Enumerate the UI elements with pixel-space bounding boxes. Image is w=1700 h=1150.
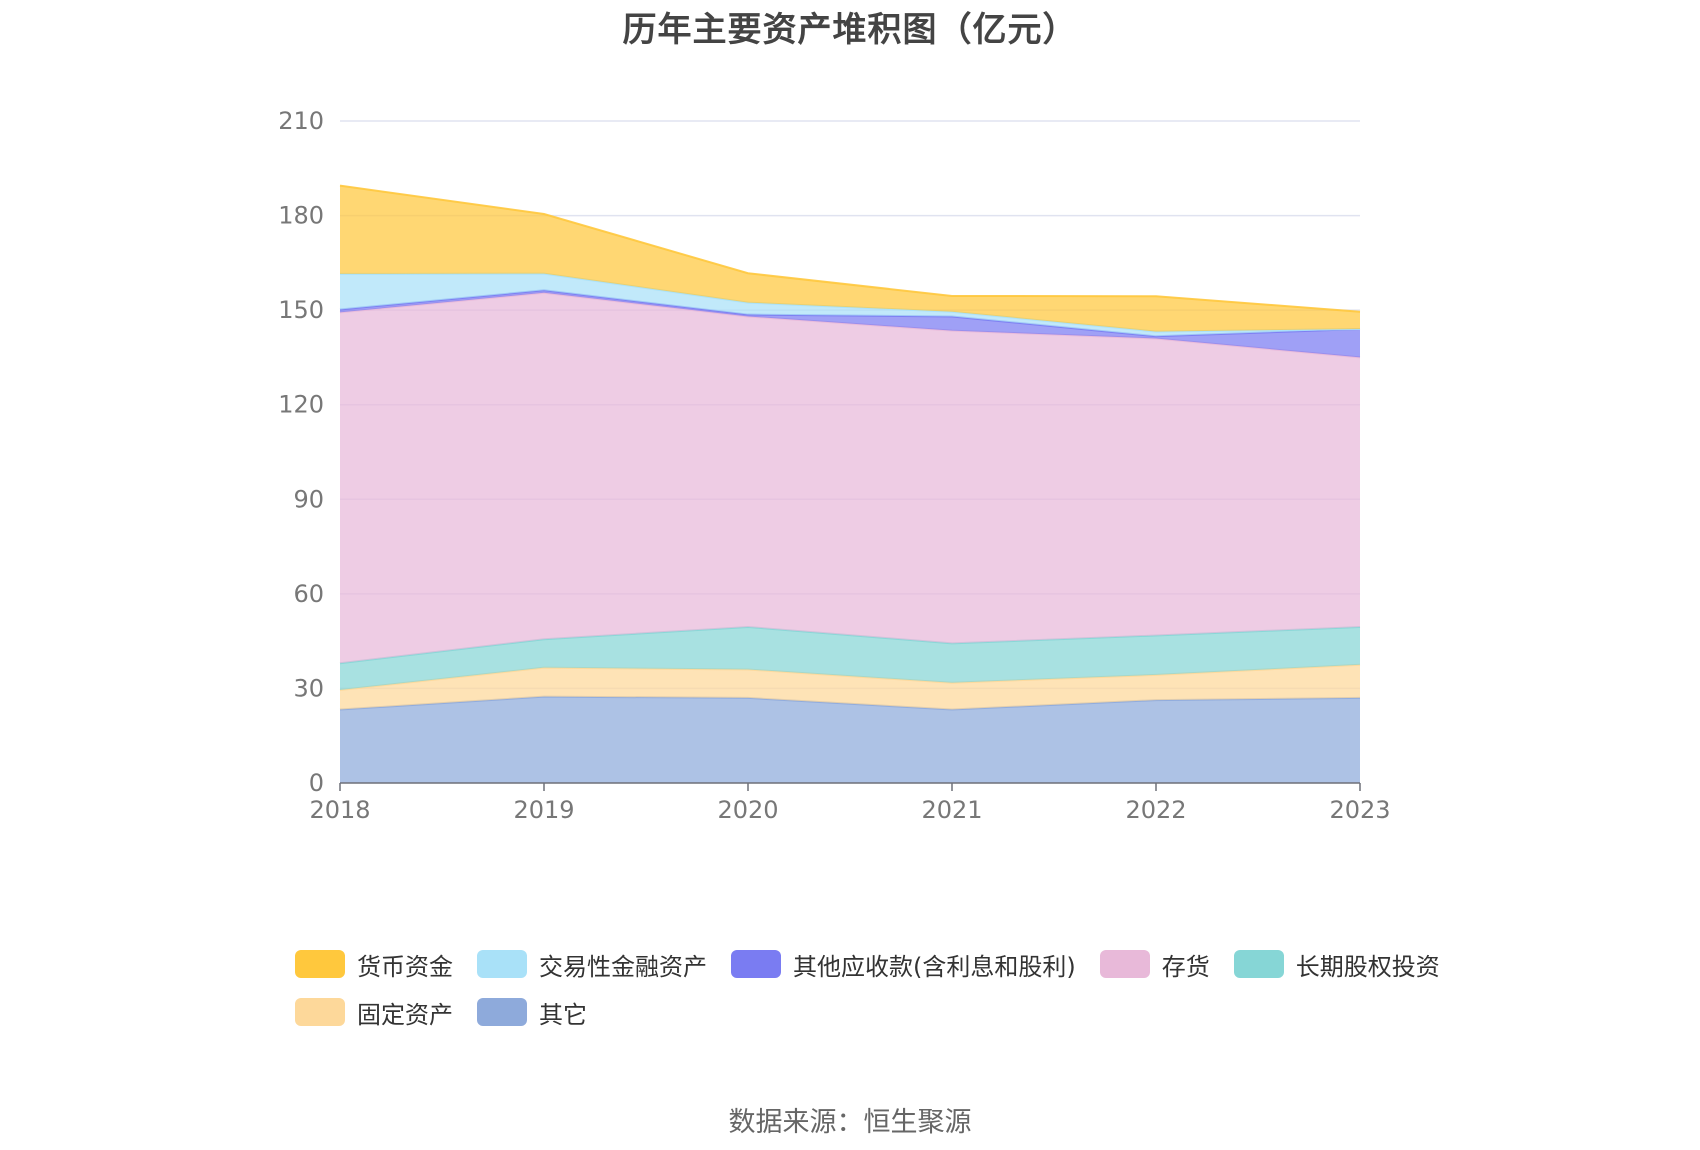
y-tick-label-180: 180	[278, 202, 324, 230]
legend-swatch	[731, 950, 781, 978]
legend-label: 长期股权投资	[1295, 952, 1440, 981]
legend-label: 其他应收款(含利息和股利)	[793, 952, 1076, 981]
legend-swatch	[477, 998, 527, 1026]
legend-label: 存货	[1161, 952, 1210, 981]
area-series-3	[340, 292, 1360, 664]
y-tick-label-150: 150	[278, 296, 324, 324]
y-tick-label-210: 210	[278, 107, 324, 135]
legend-item[interactable]: 货币资金	[295, 948, 453, 981]
chart-title: 历年主要资产堆积图（亿元）	[622, 10, 1078, 50]
area-series-1	[340, 664, 1360, 710]
data-source-note: 数据来源：恒生聚源	[728, 1107, 972, 1138]
legend-label: 固定资产	[357, 1000, 453, 1029]
x-tick-label-2018: 2018	[309, 796, 370, 824]
x-tick-label-2021: 2021	[921, 796, 982, 824]
y-tick-label-30: 30	[293, 674, 324, 702]
legend-item[interactable]: 交易性金融资产	[477, 948, 707, 981]
stacked-area-chart: 0 30 60 90 120 150 180 210 2018 2019 2020 2021 2022 2…	[278, 107, 1390, 824]
legend-item[interactable]: 其它	[477, 996, 587, 1029]
area-edge-2	[339, 625, 1361, 665]
legend-item[interactable]: 存货	[1099, 948, 1210, 981]
axes: 0 30 60 90 120 150 180 210 2018 2019 2020 2021 2022 2…	[278, 107, 1390, 824]
y-tick-label-90: 90	[293, 485, 324, 513]
area-series-2	[340, 626, 1360, 690]
y-tick-label-60: 60	[293, 580, 324, 608]
legend-swatch	[295, 950, 345, 978]
area-edge-6	[339, 184, 1361, 313]
chart-legend: 货币资金 交易性金融资产 其他应收款(含利息和股利) 存货 长期股权投资固定资产 其它	[295, 948, 1445, 1029]
x-tick-label-2023: 2023	[1329, 796, 1390, 824]
legend-swatch	[477, 950, 527, 978]
area-series-5	[340, 273, 1360, 337]
x-tick-label-2020: 2020	[717, 796, 778, 824]
legend-item[interactable]: 长期股权投资	[1233, 948, 1440, 981]
y-tick-label-120: 120	[278, 391, 324, 419]
legend-swatch	[1233, 950, 1284, 978]
legend-swatch	[1099, 950, 1150, 978]
x-tick-label-2019: 2019	[513, 796, 574, 824]
legend-label: 货币资金	[357, 952, 453, 981]
legend-item[interactable]: 固定资产	[295, 996, 453, 1029]
area-series-0	[340, 696, 1360, 783]
legend-label: 交易性金融资产	[539, 952, 707, 981]
legend-label: 其它	[539, 1000, 587, 1029]
area-series	[339, 184, 1361, 783]
x-tick-label-2022: 2022	[1125, 796, 1186, 824]
y-tick-label-0: 0	[309, 769, 324, 797]
legend-item[interactable]: 其他应收款(含利息和股利)	[731, 948, 1076, 981]
legend-swatch	[295, 998, 345, 1026]
